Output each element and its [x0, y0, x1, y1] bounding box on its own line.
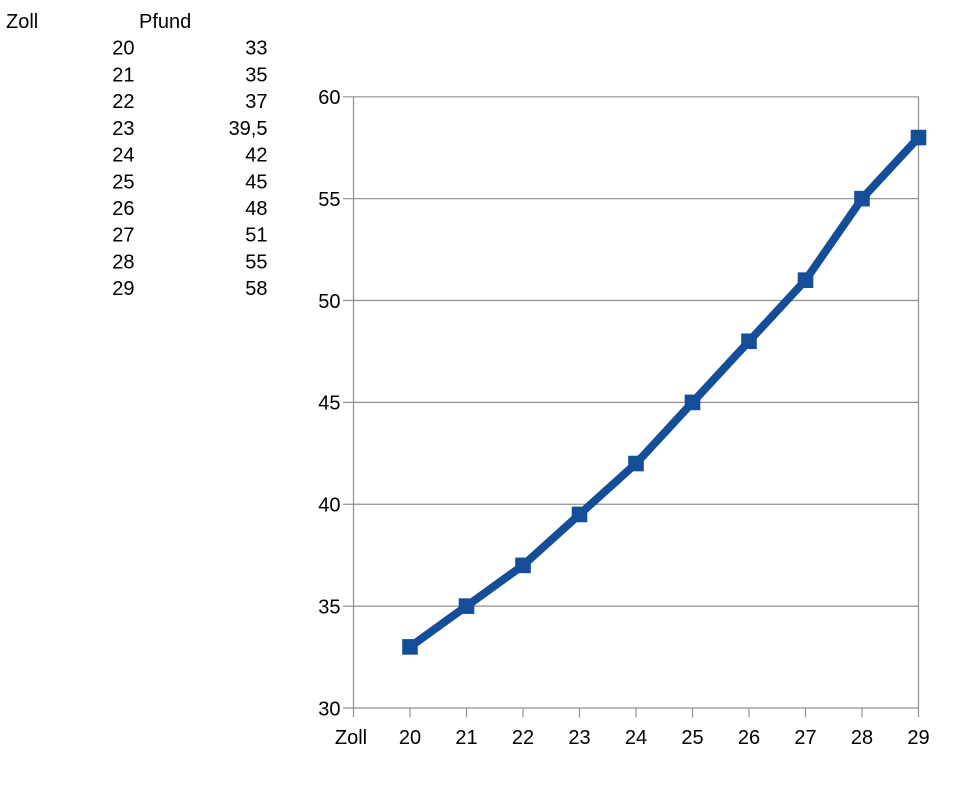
- svg-text:27: 27: [112, 225, 134, 247]
- svg-text:40: 40: [318, 495, 340, 517]
- svg-text:42: 42: [245, 145, 267, 167]
- svg-text:45: 45: [318, 393, 340, 415]
- svg-text:23: 23: [568, 727, 590, 749]
- svg-text:60: 60: [318, 87, 340, 109]
- svg-text:21: 21: [455, 727, 477, 749]
- svg-text:51: 51: [245, 225, 267, 247]
- svg-text:24: 24: [625, 727, 647, 749]
- svg-text:28: 28: [112, 251, 134, 273]
- svg-text:25: 25: [112, 171, 134, 193]
- svg-text:50: 50: [318, 291, 340, 313]
- svg-text:33: 33: [245, 38, 267, 60]
- svg-text:48: 48: [245, 198, 267, 220]
- svg-text:21: 21: [112, 64, 134, 86]
- svg-text:20: 20: [399, 727, 421, 749]
- svg-text:26: 26: [738, 727, 760, 749]
- svg-text:39,5: 39,5: [229, 118, 268, 140]
- svg-text:20: 20: [112, 38, 134, 60]
- svg-text:Zoll: Zoll: [335, 727, 367, 749]
- svg-text:55: 55: [318, 189, 340, 211]
- svg-text:22: 22: [512, 727, 534, 749]
- svg-text:27: 27: [794, 727, 816, 749]
- svg-text:29: 29: [907, 727, 929, 749]
- svg-text:25: 25: [681, 727, 703, 749]
- svg-text:Pfund: Pfund: [139, 11, 191, 33]
- svg-text:55: 55: [245, 251, 267, 273]
- svg-text:45: 45: [245, 171, 267, 193]
- svg-text:58: 58: [245, 278, 267, 300]
- svg-text:22: 22: [112, 91, 134, 113]
- svg-text:35: 35: [318, 596, 340, 618]
- svg-text:35: 35: [245, 64, 267, 86]
- svg-text:Zoll: Zoll: [6, 11, 38, 33]
- svg-text:30: 30: [318, 698, 340, 720]
- svg-text:24: 24: [112, 145, 134, 167]
- svg-text:29: 29: [112, 278, 134, 300]
- svg-text:23: 23: [112, 118, 134, 140]
- svg-text:28: 28: [851, 727, 873, 749]
- svg-text:26: 26: [112, 198, 134, 220]
- svg-text:37: 37: [245, 91, 267, 113]
